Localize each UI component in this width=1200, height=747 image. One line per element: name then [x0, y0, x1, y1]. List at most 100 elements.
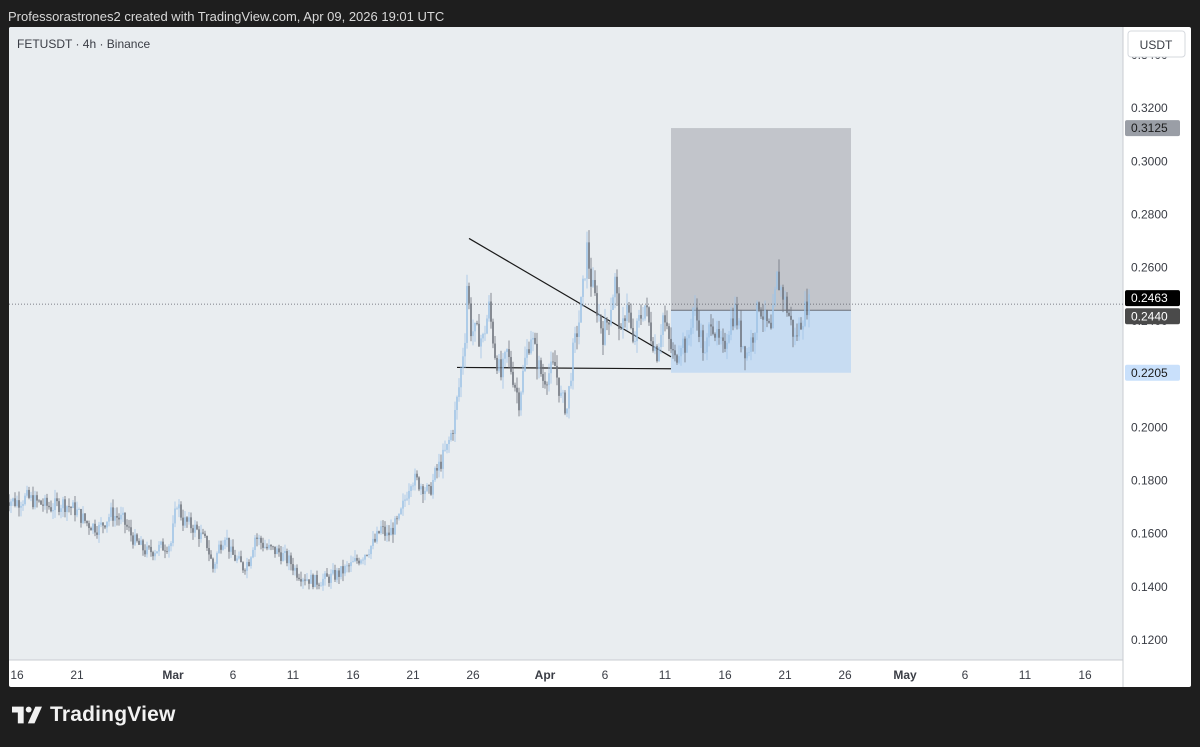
candle-body: [470, 303, 472, 337]
candle-body: [336, 570, 338, 580]
candle-body: [38, 500, 40, 502]
candle-body: [726, 342, 728, 349]
candle-body: [342, 566, 344, 574]
currency-button[interactable]: USDT: [1127, 30, 1186, 58]
candle-body: [432, 480, 434, 495]
target-price-tag-label: 0.3125: [1131, 121, 1168, 135]
y-tick-label: 0.2600: [1131, 261, 1168, 275]
candle-body: [512, 371, 514, 385]
candle-body: [728, 334, 730, 343]
candle-body: [444, 449, 446, 451]
candle-body: [476, 322, 478, 324]
candle-body: [430, 486, 432, 495]
candle-body: [482, 333, 484, 339]
candle-body: [182, 517, 184, 526]
candle-body: [608, 322, 610, 325]
entry-price-tag: [1125, 308, 1180, 325]
candle-body: [198, 529, 200, 540]
candle-body: [520, 392, 522, 411]
candle-body: [36, 495, 38, 501]
candle-body: [500, 359, 502, 378]
candle-body: [232, 546, 234, 555]
y-tick-label: 0.3200: [1131, 101, 1168, 115]
candle-body: [542, 374, 544, 381]
support-line[interactable]: [456, 366, 672, 370]
candle-body: [58, 501, 60, 512]
candle-body: [32, 495, 34, 508]
candle-body: [354, 558, 356, 562]
candle-body: [546, 384, 548, 386]
candle-body: [226, 537, 228, 540]
price-chart[interactable]: FETUSDT · 4h · Binance 0.34000.32000.300…: [9, 27, 1191, 687]
candle-body: [426, 484, 428, 491]
candle-body: [462, 356, 464, 369]
candle-body: [150, 546, 152, 553]
candle-body: [506, 349, 508, 353]
stop-price-tag-label: 0.2205: [1131, 366, 1168, 380]
y-tick-label: 0.1800: [1131, 473, 1168, 487]
brand-watermark: TradingView: [12, 703, 176, 727]
candle-body: [534, 337, 536, 344]
candle-body: [228, 537, 230, 552]
candle-body: [238, 556, 240, 559]
chart-frame[interactable]: FETUSDT · 4h · Binance 0.34000.32000.300…: [9, 27, 1191, 687]
candle-body: [762, 316, 764, 320]
candle-body: [560, 392, 562, 396]
candle-body: [466, 285, 468, 343]
candle-body: [792, 319, 794, 337]
candle-body: [438, 461, 440, 471]
candle-body: [530, 339, 532, 354]
candle-body: [292, 564, 294, 571]
candle-body: [606, 319, 608, 323]
candle-body: [800, 322, 802, 330]
candle-body: [76, 509, 78, 516]
candle-body: [364, 555, 366, 560]
candle-body: [620, 328, 622, 330]
candle-body: [144, 550, 146, 555]
candle-body: [314, 574, 316, 588]
candle-body: [468, 285, 470, 304]
candle-body: [440, 461, 442, 469]
candle-body: [538, 360, 540, 370]
candle-body: [442, 449, 444, 469]
candle-body: [668, 326, 670, 339]
candle-body: [320, 585, 322, 587]
candle-body: [782, 287, 784, 300]
candle-body: [498, 359, 500, 371]
candle-body: [306, 579, 308, 581]
candle-body: [130, 527, 132, 536]
candle-body: [218, 544, 220, 554]
x-tick-label: 21: [70, 668, 84, 682]
candle-body: [298, 577, 300, 580]
candle-body: [148, 546, 150, 548]
chart-pane: [9, 27, 1123, 660]
y-tick-label: 0.2000: [1131, 420, 1168, 434]
candle-body: [548, 373, 550, 385]
candle-body: [54, 498, 56, 511]
target-zone[interactable]: [671, 128, 851, 311]
candle-body: [46, 497, 48, 506]
candle-body: [706, 337, 708, 353]
candle-body: [24, 495, 26, 505]
candle-body: [710, 324, 712, 327]
candle-body: [796, 335, 798, 337]
candle-body: [88, 523, 90, 529]
candle-body: [48, 505, 50, 508]
x-tick-label: 16: [1078, 668, 1092, 682]
candle-body: [692, 307, 694, 328]
stop-zone[interactable]: [671, 310, 851, 373]
candle-body: [170, 543, 172, 547]
symbol-label: FETUSDT · 4h · Binance: [17, 37, 150, 51]
candle-body: [164, 550, 166, 552]
candle-body: [400, 508, 402, 514]
candle-body: [80, 509, 82, 523]
candle-body: [154, 553, 156, 557]
candle-body: [204, 533, 206, 536]
candle-body: [656, 346, 658, 362]
candle-body: [456, 396, 458, 411]
candle-body: [532, 337, 534, 340]
candle-body: [120, 514, 122, 520]
candle-body: [708, 324, 710, 338]
candle-body: [588, 242, 590, 269]
candle-body: [94, 523, 96, 533]
